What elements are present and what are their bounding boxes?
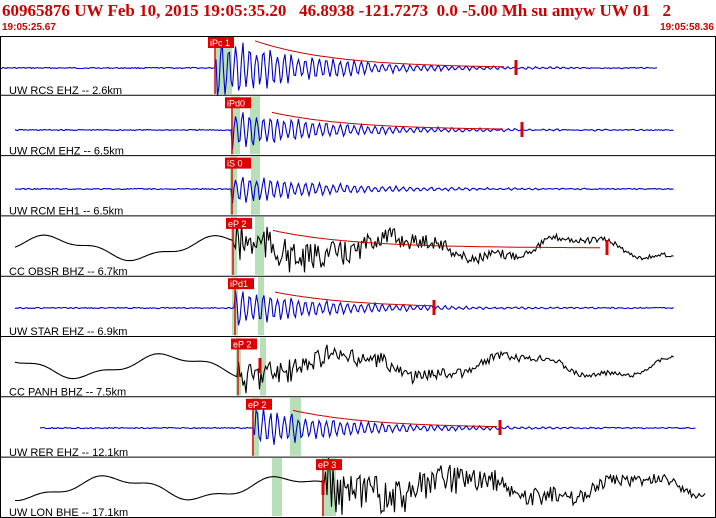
pick-flag-label: eP 2 bbox=[233, 340, 251, 350]
coda-fit-curve bbox=[272, 229, 600, 249]
seismic-trace bbox=[14, 222, 674, 273]
pick-flag-label: eP 2 bbox=[228, 219, 246, 229]
pick-flag-box[interactable] bbox=[316, 459, 342, 471]
seismic-trace bbox=[14, 176, 674, 204]
seismic-trace bbox=[14, 290, 674, 326]
seismic-trace bbox=[15, 458, 706, 515]
phase-pick-flag[interactable]: eP 2 bbox=[246, 398, 272, 410]
phase-pick-flag[interactable]: iPd1 bbox=[228, 278, 254, 290]
coda-end-mark[interactable] bbox=[605, 240, 609, 255]
pick-flag-box[interactable] bbox=[231, 338, 257, 350]
pick-flag-label: iPd1 bbox=[230, 279, 248, 289]
coda-fit-curve bbox=[274, 291, 432, 307]
pick-flag-label: iPc 1 bbox=[210, 38, 230, 48]
station-label: CC PANH BHZ -- 7.5km bbox=[9, 387, 126, 399]
coda-end-mark[interactable] bbox=[258, 358, 262, 373]
seismic-trace bbox=[14, 344, 674, 394]
phase-pick-flag[interactable]: iPc 1 bbox=[208, 37, 234, 48]
pick-window bbox=[260, 337, 266, 396]
pick-window bbox=[230, 156, 237, 215]
phase-pick-flag[interactable]: eP 2 bbox=[226, 217, 252, 229]
pick-window bbox=[231, 96, 240, 155]
phase-pick-flag[interactable]: iS 0 bbox=[225, 157, 251, 169]
phase-pick-flag[interactable]: iPd0 bbox=[225, 97, 251, 109]
seismic-trace bbox=[0, 39, 658, 96]
pick-window bbox=[290, 397, 301, 456]
station-label: UW RCM EH1 -- 6.5km bbox=[9, 206, 123, 218]
pick-flag-label: iS 0 bbox=[227, 159, 243, 169]
station-label: UW RCS EHZ -- 2.6km bbox=[9, 85, 122, 97]
seismic-trace bbox=[14, 112, 674, 150]
pick-flag-label: eP 2 bbox=[248, 400, 266, 410]
station-label: UW LON BHE -- 17.1km bbox=[9, 507, 128, 518]
pick-window bbox=[272, 458, 282, 517]
seismic-trace bbox=[39, 407, 696, 445]
event-header: 60965876 UW Feb 10, 2015 19:05:35.20 46.… bbox=[0, 0, 716, 36]
station-label: CC OBSR BHZ -- 6.7km bbox=[9, 266, 128, 278]
station-label: UW RCM EHZ -- 6.5km bbox=[9, 145, 124, 157]
coda-fit-curve bbox=[271, 111, 503, 130]
phase-pick-flag[interactable]: eP 2 bbox=[231, 338, 257, 350]
coda-fit-curve bbox=[254, 40, 505, 68]
pick-flag-box[interactable] bbox=[225, 97, 251, 109]
pick-flag-box[interactable] bbox=[228, 278, 254, 290]
station-label: UW RER EHZ -- 12.1km bbox=[9, 447, 128, 459]
coda-end-mark[interactable] bbox=[514, 60, 518, 75]
pick-flag-box[interactable] bbox=[226, 217, 252, 229]
pick-window bbox=[258, 277, 264, 336]
station-label: UW STAR EHZ -- 6.9km bbox=[9, 326, 127, 338]
coda-end-mark[interactable] bbox=[498, 420, 502, 435]
pick-flag-box[interactable] bbox=[246, 398, 272, 410]
pick-flag-box[interactable] bbox=[225, 157, 251, 169]
start-time-label: 19:05:25.67 bbox=[2, 22, 56, 33]
coda-fit-curve bbox=[292, 409, 497, 428]
coda-end-mark[interactable] bbox=[432, 300, 436, 315]
pick-window bbox=[255, 216, 264, 275]
pick-flag-label: iPd0 bbox=[227, 98, 245, 108]
coda-end-mark[interactable] bbox=[520, 122, 524, 137]
pick-flag-label: eP 3 bbox=[318, 460, 336, 470]
event-title: 60965876 UW Feb 10, 2015 19:05:35.20 46.… bbox=[2, 1, 671, 20]
phase-pick-flag[interactable]: eP 3 bbox=[316, 459, 342, 471]
pick-flag-box[interactable] bbox=[208, 37, 234, 48]
end-time-label: 19:05:58.36 bbox=[660, 22, 714, 33]
seismogram-panel[interactable]: iPc 1 UW RCS EHZ -- 2.6km iPd0 UW RCM EHZ -… bbox=[0, 36, 716, 518]
